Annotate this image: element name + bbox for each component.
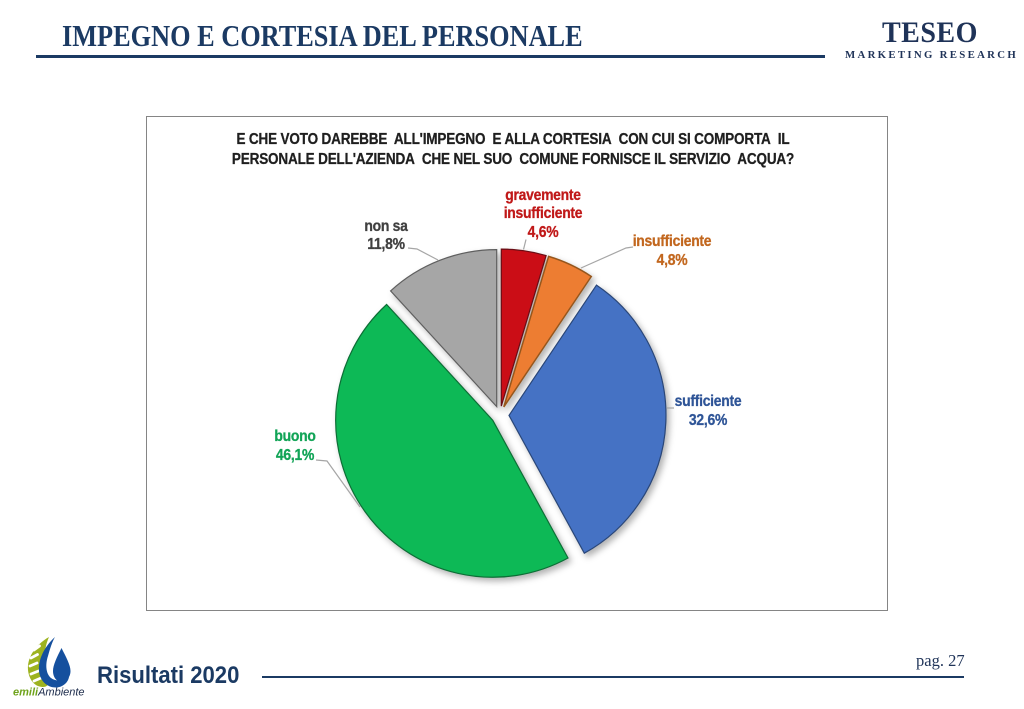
- svg-text:emiliAmbiente: emiliAmbiente: [13, 687, 85, 699]
